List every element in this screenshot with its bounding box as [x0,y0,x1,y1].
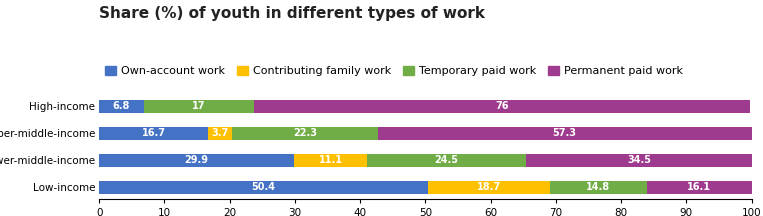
Bar [99,100,143,113]
Text: 34.5: 34.5 [627,155,651,165]
Bar [367,154,526,167]
Bar [428,181,550,194]
Text: 14.8: 14.8 [586,182,610,192]
Bar [526,154,752,167]
Text: 16.1: 16.1 [687,182,711,192]
Legend: Own-account work, Contributing family work, Temporary paid work, Permanent paid : Own-account work, Contributing family wo… [105,66,683,76]
Text: 17: 17 [192,102,206,111]
Bar [378,127,752,140]
Bar [254,100,750,113]
Bar [143,100,254,113]
Bar [550,181,646,194]
Text: 6.8: 6.8 [113,102,130,111]
Text: 29.9: 29.9 [185,155,209,165]
Bar [208,127,232,140]
Text: 50.4: 50.4 [252,182,275,192]
Bar [646,181,752,194]
Text: 11.1: 11.1 [318,155,343,165]
Text: 57.3: 57.3 [552,129,577,138]
Text: 16.7: 16.7 [142,129,166,138]
Text: Share (%) of youth in different types of work: Share (%) of youth in different types of… [99,6,485,21]
Bar [99,154,295,167]
Text: 22.3: 22.3 [293,129,317,138]
Text: 76: 76 [496,102,509,111]
Bar [99,127,208,140]
Text: 24.5: 24.5 [435,155,459,165]
Text: 18.7: 18.7 [477,182,501,192]
Text: 3.7: 3.7 [211,129,229,138]
Bar [232,127,378,140]
Bar [99,181,428,194]
Bar [295,154,367,167]
